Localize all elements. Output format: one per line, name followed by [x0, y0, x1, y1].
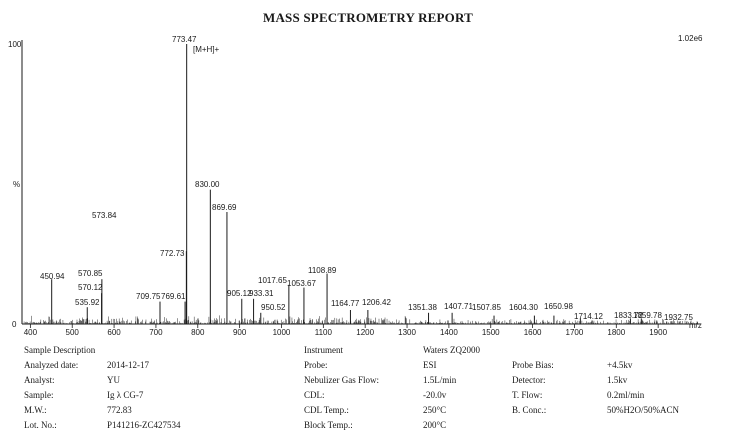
- instrument-value2-3: 50%H2O/50%ACN: [607, 405, 679, 415]
- sample-value-0: 2014-12-17: [107, 360, 149, 370]
- x-tick-label: 1500: [482, 328, 500, 337]
- x-tick-label: 1000: [273, 328, 291, 337]
- instrument-values: Waters ZQ2000 ESI 1.5L/min -20.0v 250°C …: [423, 343, 480, 433]
- instrument-label-3: CDL Temp.:: [304, 405, 349, 415]
- peak-label-773.47: 773.47: [172, 35, 197, 44]
- sample-description: Sample Description Analyzed date: Analys…: [24, 343, 95, 433]
- instrument-label-0: Probe:: [304, 360, 328, 370]
- instrument-value-0: ESI: [423, 360, 437, 370]
- sample-label-3: M.W.:: [24, 405, 47, 415]
- x-tick-label: 1800: [607, 328, 625, 337]
- peak-series: [51, 44, 673, 324]
- x-tick-label: 800: [191, 328, 205, 337]
- instrument-label2-0: Probe Bias:: [512, 360, 554, 370]
- y-tick-label-bottom: 0: [12, 320, 17, 329]
- peak-label-535.92: 535.92: [75, 298, 100, 307]
- instrument-label2-3: B. Conc.:: [512, 405, 547, 415]
- instrument-label-4: Block Temp.:: [304, 420, 353, 430]
- instrument-settings-values: +4.5kv 1.5kv 0.2ml/min 50%H2O/50%ACN: [607, 358, 679, 418]
- peak-label-869.69: 869.69: [212, 203, 237, 212]
- instrument-value-4: 200°C: [423, 420, 447, 430]
- peak-label-570.85: 570.85: [78, 269, 103, 278]
- peak-label-573.84: 573.84: [92, 211, 117, 220]
- instrument-label-1: Nebulizer Gas Flow:: [304, 375, 379, 385]
- baseline-noise: [23, 315, 698, 324]
- peak-label-830.00: 830.00: [195, 180, 220, 189]
- peak-label-1206.42: 1206.42: [362, 298, 391, 307]
- peak-label-570.12: 570.12: [78, 283, 103, 292]
- mass-spectrum-chart: 1000%m/z1.02e6 773.47830.00869.69772.734…: [8, 34, 703, 337]
- x-tick-label: 1900: [649, 328, 667, 337]
- instrument-label2-1: Detector:: [512, 375, 546, 385]
- y-axis-label: %: [13, 180, 20, 189]
- peak-label-450.94: 450.94: [40, 272, 65, 281]
- peak-label-709.75: 709.75: [136, 292, 161, 301]
- intensity-scale: 1.02e6: [678, 34, 703, 43]
- noise-trace: [23, 315, 698, 324]
- peak-label-950.52: 950.52: [261, 303, 286, 312]
- peak-label-1351.38: 1351.38: [408, 303, 437, 312]
- instrument-description: Instrument Probe: Nebulizer Gas Flow: CD…: [304, 343, 379, 433]
- sample-value-4: P141216-ZC427534: [107, 420, 181, 430]
- x-tick-labels: 400 500 600 700 800 900 1000 1100 1200 1300 1400 15…: [24, 324, 668, 337]
- peak-label-1859.78: 1859.78: [633, 311, 662, 320]
- instrument-value2-0: +4.5kv: [607, 360, 633, 370]
- instrument-value2-2: 0.2ml/min: [607, 390, 645, 400]
- peak-label-1833.72: 1833.72: [614, 311, 643, 320]
- peak-labels: 773.47 830.00 869.69 772.73 450.94 570.85 570.…: [40, 35, 693, 322]
- peak-label-1053.67: 1053.67: [287, 279, 316, 288]
- x-tick-label: 1300: [398, 328, 416, 337]
- chart-axes: 100 0% m/z 1.02e6: [8, 34, 703, 330]
- x-axis-label: m/z: [689, 321, 702, 330]
- peak-label-769.61: 769.61: [161, 292, 186, 301]
- instrument-value-2: -20.0v: [423, 390, 447, 400]
- peak-label-1507.85: 1507.85: [472, 303, 501, 312]
- sample-label-4: Lot. No.:: [24, 420, 57, 430]
- peak-label-905.12: 905.12: [227, 289, 252, 298]
- sample-label-2: Sample:: [24, 390, 54, 400]
- instrument-section-title: Instrument: [304, 345, 343, 355]
- peak-label-1108.89: 1108.89: [308, 266, 337, 275]
- base-peak-annotation: [M+H]+: [193, 45, 220, 54]
- sample-value-1: YU: [107, 375, 120, 385]
- instrument-value-3: 250°C: [423, 405, 447, 415]
- peak-label-1714.12: 1714.12: [574, 312, 603, 321]
- x-tick-label: 1700: [566, 328, 584, 337]
- sample-label-1: Analyst:: [24, 375, 55, 385]
- x-tick-label: 1400: [440, 328, 458, 337]
- x-tick-label: 1600: [524, 328, 542, 337]
- report-title: MASS SPECTROMETRY REPORT: [263, 10, 473, 25]
- sample-label-0: Analyzed date:: [24, 360, 79, 370]
- x-tick-label: 600: [107, 328, 121, 337]
- peak-label-1164.77: 1164.77: [331, 299, 360, 308]
- instrument-label2-2: T. Flow:: [512, 390, 543, 400]
- y-tick-label-top: 100: [8, 40, 22, 49]
- x-tick-label: 500: [66, 328, 80, 337]
- x-tick-label: 900: [233, 328, 247, 337]
- peak-label-1017.65: 1017.65: [258, 276, 287, 285]
- peak-label-772.73: 772.73: [160, 249, 185, 258]
- sample-value-2: Ig λ CG-7: [107, 390, 144, 400]
- x-tick-label: 1100: [315, 328, 333, 337]
- sample-values: 2014-12-17 YU Ig λ CG-7 772.83 P141216-Z…: [107, 358, 181, 433]
- x-tick-label: 1200: [356, 328, 374, 337]
- x-tick-label: 700: [149, 328, 163, 337]
- sample-section-title: Sample Description: [24, 345, 96, 355]
- instrument-value2-1: 1.5kv: [607, 375, 628, 385]
- instrument-settings-labels: Probe Bias: Detector: T. Flow: B. Conc.:: [512, 358, 554, 418]
- x-tick-label: 400: [24, 328, 38, 337]
- instrument-value-1: 1.5L/min: [423, 375, 457, 385]
- sample-value-3: 772.83: [107, 405, 132, 415]
- peak-label-1604.30: 1604.30: [509, 303, 538, 312]
- instrument-label-2: CDL:: [304, 390, 325, 400]
- peak-label-933.31: 933.31: [249, 289, 274, 298]
- peak-label-1407.71: 1407.71: [444, 302, 473, 311]
- peak-label-1932.75: 1932.75: [664, 313, 693, 322]
- peak-label-1650.98: 1650.98: [544, 302, 573, 311]
- instrument-model: Waters ZQ2000: [423, 345, 481, 355]
